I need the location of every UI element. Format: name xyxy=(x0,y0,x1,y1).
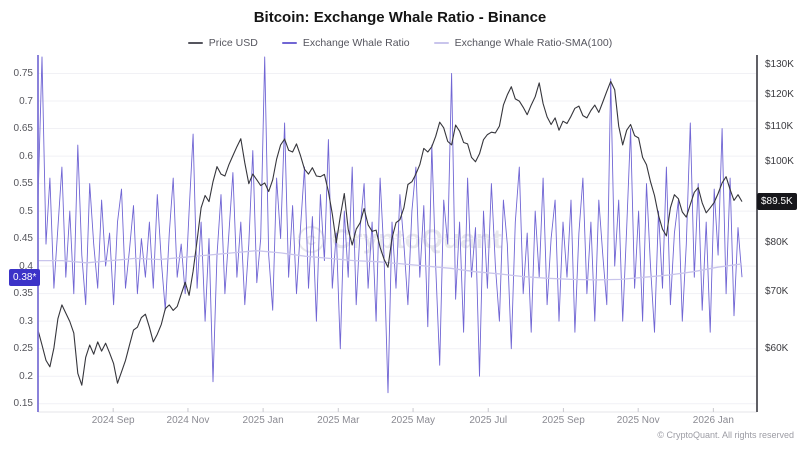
legend-label: Exchange Whale Ratio xyxy=(302,37,410,49)
latest-price-badge: $89.5K xyxy=(757,193,797,211)
legend-swatch-icon xyxy=(281,42,297,44)
legend-item-exchange-whale-ratio-sma-100-[interactable]: Exchange Whale Ratio-SMA(100) xyxy=(433,37,613,49)
legend-swatch-icon xyxy=(187,42,203,44)
legend-label: Exchange Whale Ratio-SMA(100) xyxy=(454,37,613,49)
legend-item-exchange-whale-ratio[interactable]: Exchange Whale Ratio xyxy=(281,37,410,49)
legend-label: Price USD xyxy=(208,37,258,49)
exchange-whale-ratio-line xyxy=(37,56,743,394)
legend-swatch-icon xyxy=(433,42,449,44)
chart-title: Bitcoin: Exchange Whale Ratio - Binance xyxy=(253,9,547,26)
chart-legend: Price USD Exchange Whale Ratio Exchange Wh… xyxy=(0,37,800,49)
whale-ratio-sma-line xyxy=(38,250,743,281)
latest-whale-ratio-badge: 0.38* xyxy=(9,268,41,286)
price-usd-line xyxy=(37,80,743,386)
copyright-text: © CryptoQuant. All rights reserved xyxy=(657,430,794,440)
legend-item-price-usd[interactable]: Price USD xyxy=(187,37,258,49)
